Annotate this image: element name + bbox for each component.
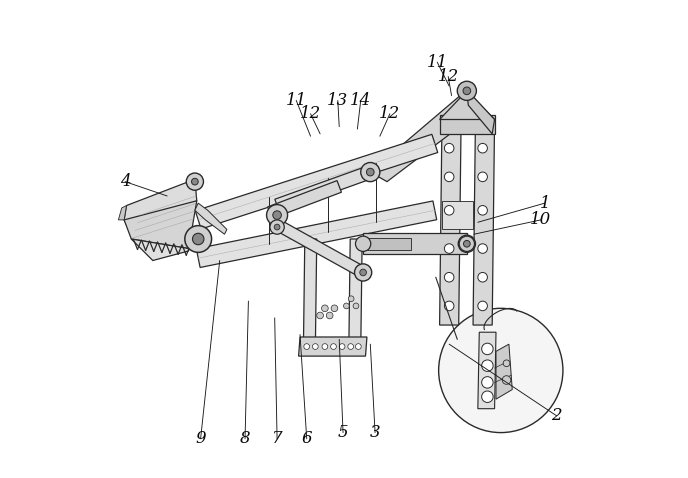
Circle shape (186, 173, 204, 190)
Polygon shape (349, 239, 362, 351)
Polygon shape (124, 201, 197, 249)
Text: 2: 2 (551, 407, 562, 424)
Polygon shape (299, 337, 367, 356)
Circle shape (444, 244, 454, 253)
Circle shape (478, 272, 487, 282)
Circle shape (356, 344, 361, 349)
Circle shape (478, 206, 487, 215)
Text: 8: 8 (239, 430, 250, 447)
Text: 7: 7 (272, 430, 282, 447)
Circle shape (348, 296, 354, 302)
Text: 6: 6 (301, 430, 312, 447)
Circle shape (463, 87, 471, 95)
Circle shape (478, 244, 487, 253)
Circle shape (458, 235, 475, 252)
Polygon shape (363, 233, 467, 254)
Polygon shape (195, 134, 438, 229)
Circle shape (482, 360, 493, 371)
Circle shape (464, 240, 470, 247)
Circle shape (304, 344, 310, 349)
Text: 12: 12 (300, 105, 321, 122)
Polygon shape (303, 239, 316, 351)
Circle shape (322, 344, 327, 349)
Circle shape (478, 143, 487, 153)
Circle shape (343, 303, 350, 309)
Text: 12: 12 (379, 105, 400, 122)
Text: 11: 11 (286, 92, 307, 109)
Circle shape (326, 312, 333, 319)
Circle shape (339, 344, 345, 349)
Text: 12: 12 (438, 68, 459, 85)
Circle shape (270, 220, 284, 234)
Circle shape (354, 264, 372, 281)
Circle shape (478, 172, 487, 182)
Circle shape (356, 236, 371, 251)
Polygon shape (196, 201, 437, 268)
Polygon shape (118, 206, 127, 220)
Circle shape (439, 308, 563, 433)
Circle shape (367, 168, 374, 176)
Circle shape (482, 343, 493, 355)
Text: 9: 9 (195, 430, 206, 447)
Polygon shape (478, 332, 496, 409)
Polygon shape (473, 120, 495, 325)
Circle shape (312, 344, 318, 349)
Circle shape (502, 376, 510, 384)
Text: 10: 10 (530, 211, 552, 228)
Circle shape (482, 391, 493, 402)
Circle shape (458, 81, 476, 100)
Circle shape (361, 163, 380, 182)
Polygon shape (442, 201, 473, 229)
Circle shape (482, 377, 493, 388)
Polygon shape (268, 181, 341, 218)
Circle shape (459, 236, 475, 251)
Circle shape (191, 178, 198, 185)
Polygon shape (195, 203, 227, 234)
Circle shape (331, 344, 336, 349)
Circle shape (185, 226, 212, 252)
Circle shape (272, 211, 281, 219)
Circle shape (321, 305, 328, 312)
Text: 13: 13 (327, 92, 348, 109)
Polygon shape (496, 344, 513, 399)
Circle shape (360, 269, 367, 276)
Text: 11: 11 (427, 54, 448, 71)
Circle shape (444, 301, 454, 311)
Text: 14: 14 (350, 92, 372, 109)
Circle shape (353, 303, 359, 309)
Polygon shape (440, 120, 461, 325)
Polygon shape (440, 91, 495, 120)
Polygon shape (124, 179, 197, 239)
Polygon shape (440, 115, 495, 134)
Text: 1: 1 (539, 195, 550, 212)
Polygon shape (131, 239, 189, 261)
Circle shape (444, 206, 454, 215)
Text: 3: 3 (369, 424, 380, 441)
Circle shape (266, 205, 288, 226)
Text: 4: 4 (120, 173, 131, 190)
Polygon shape (467, 90, 495, 134)
Polygon shape (275, 166, 372, 212)
Circle shape (444, 272, 454, 282)
Circle shape (193, 233, 204, 245)
Polygon shape (363, 238, 411, 250)
Circle shape (348, 344, 354, 349)
Circle shape (503, 360, 510, 367)
Circle shape (331, 305, 338, 312)
Circle shape (444, 143, 454, 153)
Text: 5: 5 (338, 424, 348, 441)
Circle shape (275, 224, 280, 230)
Circle shape (444, 172, 454, 182)
Circle shape (478, 301, 487, 311)
Polygon shape (275, 220, 366, 277)
Circle shape (316, 312, 323, 319)
Polygon shape (370, 90, 475, 182)
